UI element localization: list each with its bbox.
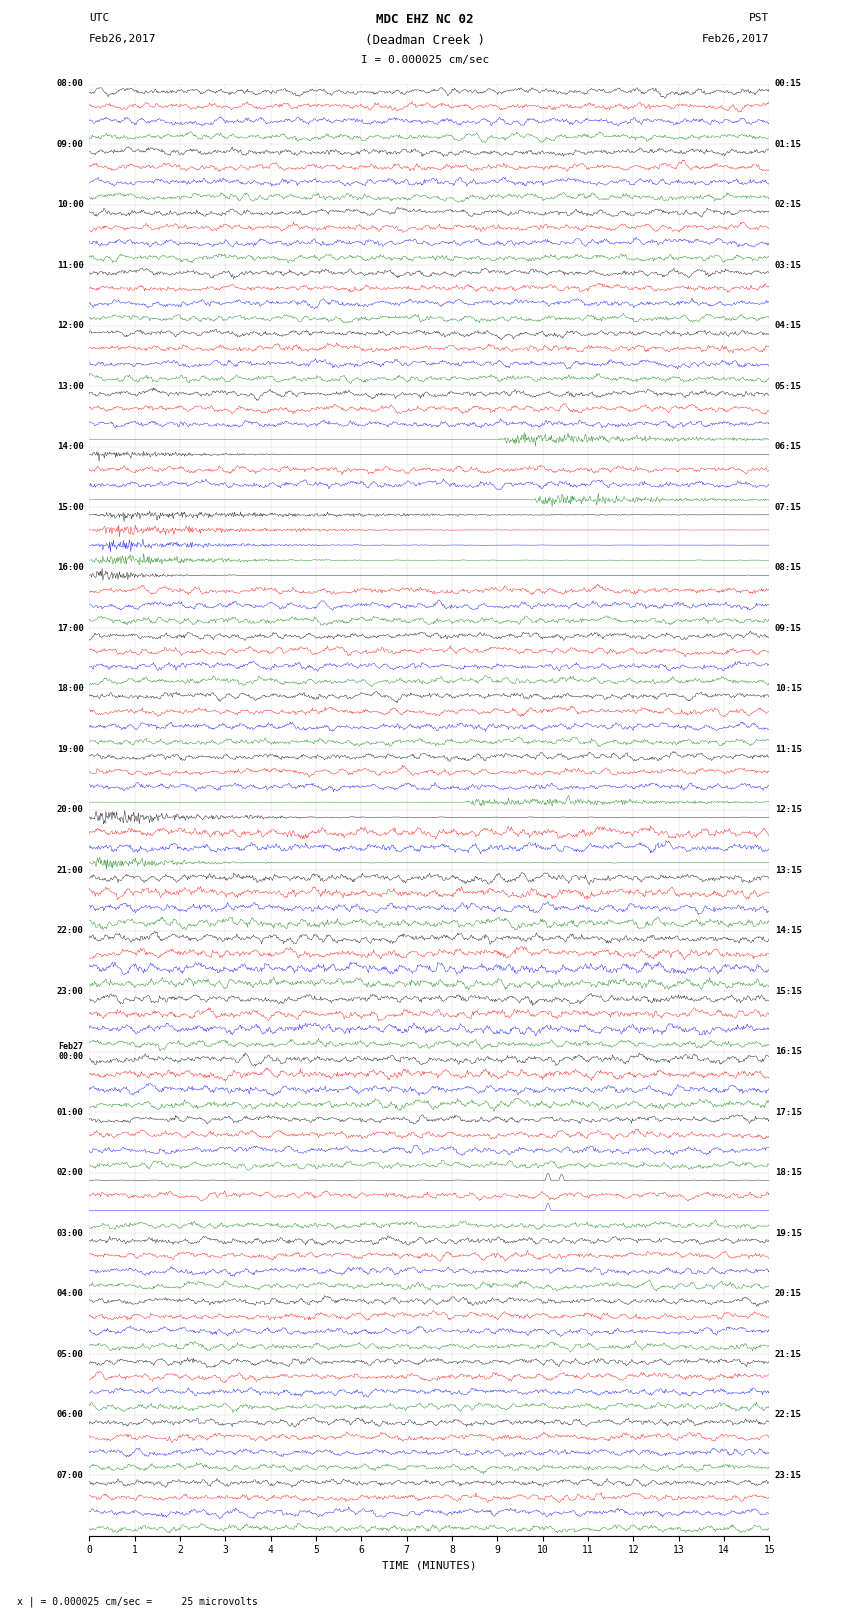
Text: 06:00: 06:00 <box>57 1410 83 1419</box>
Text: 08:00: 08:00 <box>57 79 83 89</box>
Text: Feb26,2017: Feb26,2017 <box>89 34 156 44</box>
Text: 05:15: 05:15 <box>775 382 802 390</box>
Text: 05:00: 05:00 <box>57 1350 83 1358</box>
X-axis label: TIME (MINUTES): TIME (MINUTES) <box>382 1561 477 1571</box>
Text: 15:15: 15:15 <box>775 987 802 995</box>
Text: 13:15: 13:15 <box>775 866 802 874</box>
Text: 23:15: 23:15 <box>775 1471 802 1479</box>
Text: 14:00: 14:00 <box>57 442 83 452</box>
Text: 17:00: 17:00 <box>57 624 83 632</box>
Text: 09:15: 09:15 <box>775 624 802 632</box>
Text: 18:15: 18:15 <box>775 1168 802 1177</box>
Text: Feb27
00:00: Feb27 00:00 <box>59 1042 83 1061</box>
Text: 04:15: 04:15 <box>775 321 802 331</box>
Text: 23:00: 23:00 <box>57 987 83 995</box>
Text: 17:15: 17:15 <box>775 1108 802 1116</box>
Text: 22:15: 22:15 <box>775 1410 802 1419</box>
Text: 02:00: 02:00 <box>57 1168 83 1177</box>
Text: PST: PST <box>749 13 769 23</box>
Text: x | = 0.000025 cm/sec =     25 microvolts: x | = 0.000025 cm/sec = 25 microvolts <box>17 1595 258 1607</box>
Text: 22:00: 22:00 <box>57 926 83 936</box>
Text: 20:00: 20:00 <box>57 805 83 815</box>
Text: 19:00: 19:00 <box>57 745 83 753</box>
Text: 07:15: 07:15 <box>775 503 802 511</box>
Text: 07:00: 07:00 <box>57 1471 83 1479</box>
Text: 13:00: 13:00 <box>57 382 83 390</box>
Text: I = 0.000025 cm/sec: I = 0.000025 cm/sec <box>361 55 489 65</box>
Text: 12:00: 12:00 <box>57 321 83 331</box>
Text: 14:15: 14:15 <box>775 926 802 936</box>
Text: MDC EHZ NC 02: MDC EHZ NC 02 <box>377 13 473 26</box>
Text: 11:15: 11:15 <box>775 745 802 753</box>
Text: 18:00: 18:00 <box>57 684 83 694</box>
Text: 00:15: 00:15 <box>775 79 802 89</box>
Text: 04:00: 04:00 <box>57 1289 83 1298</box>
Text: UTC: UTC <box>89 13 110 23</box>
Text: 01:15: 01:15 <box>775 140 802 148</box>
Text: 12:15: 12:15 <box>775 805 802 815</box>
Text: 16:15: 16:15 <box>775 1047 802 1057</box>
Text: (Deadman Creek ): (Deadman Creek ) <box>365 34 485 47</box>
Text: 09:00: 09:00 <box>57 140 83 148</box>
Text: 01:00: 01:00 <box>57 1108 83 1116</box>
Text: 10:15: 10:15 <box>775 684 802 694</box>
Text: 11:00: 11:00 <box>57 261 83 269</box>
Text: 03:00: 03:00 <box>57 1229 83 1237</box>
Text: 21:15: 21:15 <box>775 1350 802 1358</box>
Text: 10:00: 10:00 <box>57 200 83 210</box>
Text: 15:00: 15:00 <box>57 503 83 511</box>
Text: Feb26,2017: Feb26,2017 <box>702 34 769 44</box>
Text: 03:15: 03:15 <box>775 261 802 269</box>
Text: 20:15: 20:15 <box>775 1289 802 1298</box>
Text: 21:00: 21:00 <box>57 866 83 874</box>
Text: 19:15: 19:15 <box>775 1229 802 1237</box>
Text: 08:15: 08:15 <box>775 563 802 573</box>
Text: 16:00: 16:00 <box>57 563 83 573</box>
Text: 02:15: 02:15 <box>775 200 802 210</box>
Text: 06:15: 06:15 <box>775 442 802 452</box>
